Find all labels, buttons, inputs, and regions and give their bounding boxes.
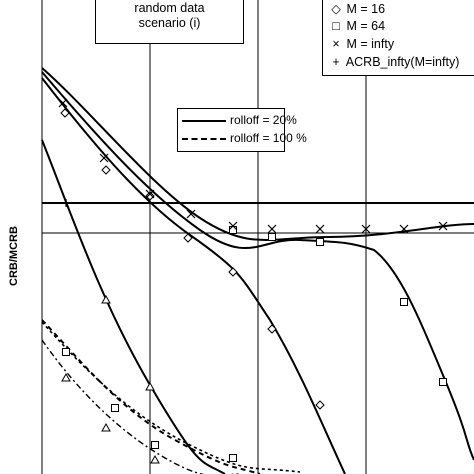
marker-cross — [228, 221, 238, 231]
marker-square — [151, 441, 159, 449]
marker-triangle — [150, 454, 160, 464]
marker-square — [439, 378, 447, 386]
marker-cross — [186, 209, 196, 219]
y-axis-label-wrap: CRB/MCRB — [8, 226, 20, 290]
scenario-box: random data scenario (i) — [95, 0, 244, 44]
marker-square — [62, 348, 70, 356]
legend-label: M = 64 — [346, 19, 386, 33]
plus-icon: + — [332, 55, 340, 69]
legend-item-m16: ◇ M = 16 — [329, 2, 385, 17]
legend-item-acrb: + ACRB_infty(M=infty) — [329, 55, 459, 70]
series-line-dashed-1 — [41, 319, 261, 474]
scenario-line-1: random data — [134, 1, 205, 15]
marker-square — [111, 404, 119, 412]
y-axis-label: CRB/MCRB — [8, 226, 20, 286]
marker-cross — [145, 189, 155, 199]
series-line-m-infty — [41, 67, 474, 241]
rolloff-legend: rolloff = 20% rolloff = 100 % — [177, 108, 307, 152]
marker-cross — [58, 98, 68, 108]
diamond-icon: ◇ — [331, 2, 341, 16]
marker-diamond — [101, 165, 111, 175]
marker-cross — [99, 153, 109, 163]
rolloff-label: rolloff = 20% — [230, 113, 297, 127]
marker-square — [316, 238, 324, 246]
marker-cross — [438, 221, 448, 231]
marker-diamond — [228, 267, 238, 277]
solid-line-swatch — [182, 119, 226, 122]
cross-icon: × — [332, 37, 340, 51]
legend-item-m64: □ M = 64 — [329, 19, 385, 34]
marker-square — [229, 454, 237, 462]
legend-label: ACRB_infty(M=infty) — [345, 55, 460, 69]
marker-diamond — [183, 233, 193, 243]
marker-diamond — [60, 108, 70, 118]
scenario-line-2: scenario (i) — [138, 16, 201, 30]
marker-diamond — [315, 400, 325, 410]
dashed-line-swatch — [182, 137, 226, 140]
legend-label: M = 16 — [346, 2, 386, 16]
marker-triangle — [101, 422, 111, 432]
rolloff-item-dashed: rolloff = 100 % — [182, 131, 307, 146]
marker-diamond — [145, 191, 155, 201]
marker-triangle — [101, 294, 111, 304]
marker-cross — [361, 224, 371, 234]
rolloff-label: rolloff = 100 % — [230, 131, 307, 145]
marker-cross — [315, 224, 325, 234]
square-icon: □ — [332, 19, 340, 33]
marker-triangle — [61, 372, 71, 382]
marker-square — [229, 226, 237, 234]
marker-square — [400, 298, 408, 306]
marker-triangle — [145, 381, 155, 391]
markers — [58, 98, 448, 464]
series-line-dashed-2 — [41, 321, 301, 473]
grid — [41, 0, 474, 474]
rolloff-item-solid: rolloff = 20% — [182, 113, 297, 128]
marker-cross — [399, 224, 409, 234]
legend-label: M = infty — [346, 37, 395, 51]
marker-cross — [267, 224, 277, 234]
marker-square — [268, 233, 276, 241]
legend: ◇ M = 16 □ M = 64 × M = infty + ACRB_inf… — [322, 0, 474, 76]
marker-diamond — [267, 324, 277, 334]
series-line-dashed-3 — [41, 339, 240, 474]
legend-item-minfty: × M = infty — [329, 37, 394, 52]
series-line-acrb — [41, 139, 226, 474]
